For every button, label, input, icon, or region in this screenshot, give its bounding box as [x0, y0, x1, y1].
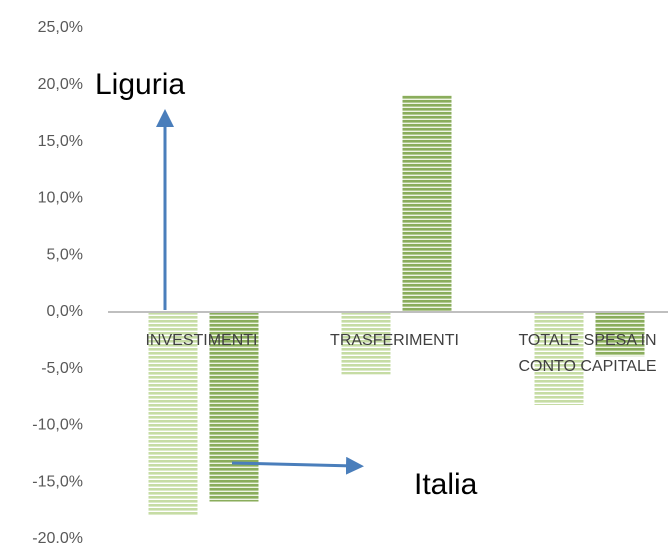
bar	[595, 311, 645, 357]
bar	[402, 94, 452, 312]
y-tick-label: 10,0%	[38, 190, 83, 207]
x-tick-label: TRASFERIMENTI	[330, 332, 459, 349]
bar	[209, 311, 259, 502]
y-tick-label: -15,0%	[32, 473, 83, 490]
y-tick-label: -5,0%	[41, 360, 83, 377]
y-tick-label: -20.0%	[32, 530, 83, 547]
y-tick-label: -10,0%	[32, 417, 83, 434]
bar	[148, 311, 198, 516]
bar	[341, 311, 391, 375]
y-tick-label: 15,0%	[38, 133, 83, 150]
y-tick-label: 20,0%	[38, 76, 83, 93]
x-tick-label: TOTALE SPESA IN CONTO CAPITALE	[518, 332, 657, 375]
y-tick-label: 0,0%	[47, 303, 83, 320]
x-tick-label: INVESTIMENTI	[145, 332, 258, 349]
y-tick-label: 25,0%	[38, 19, 83, 36]
annotation: Italia	[414, 468, 478, 501]
annotation: Liguria	[95, 68, 185, 101]
y-tick-label: 5,0%	[47, 246, 83, 263]
bar	[534, 311, 584, 406]
arrow	[231, 456, 364, 475]
